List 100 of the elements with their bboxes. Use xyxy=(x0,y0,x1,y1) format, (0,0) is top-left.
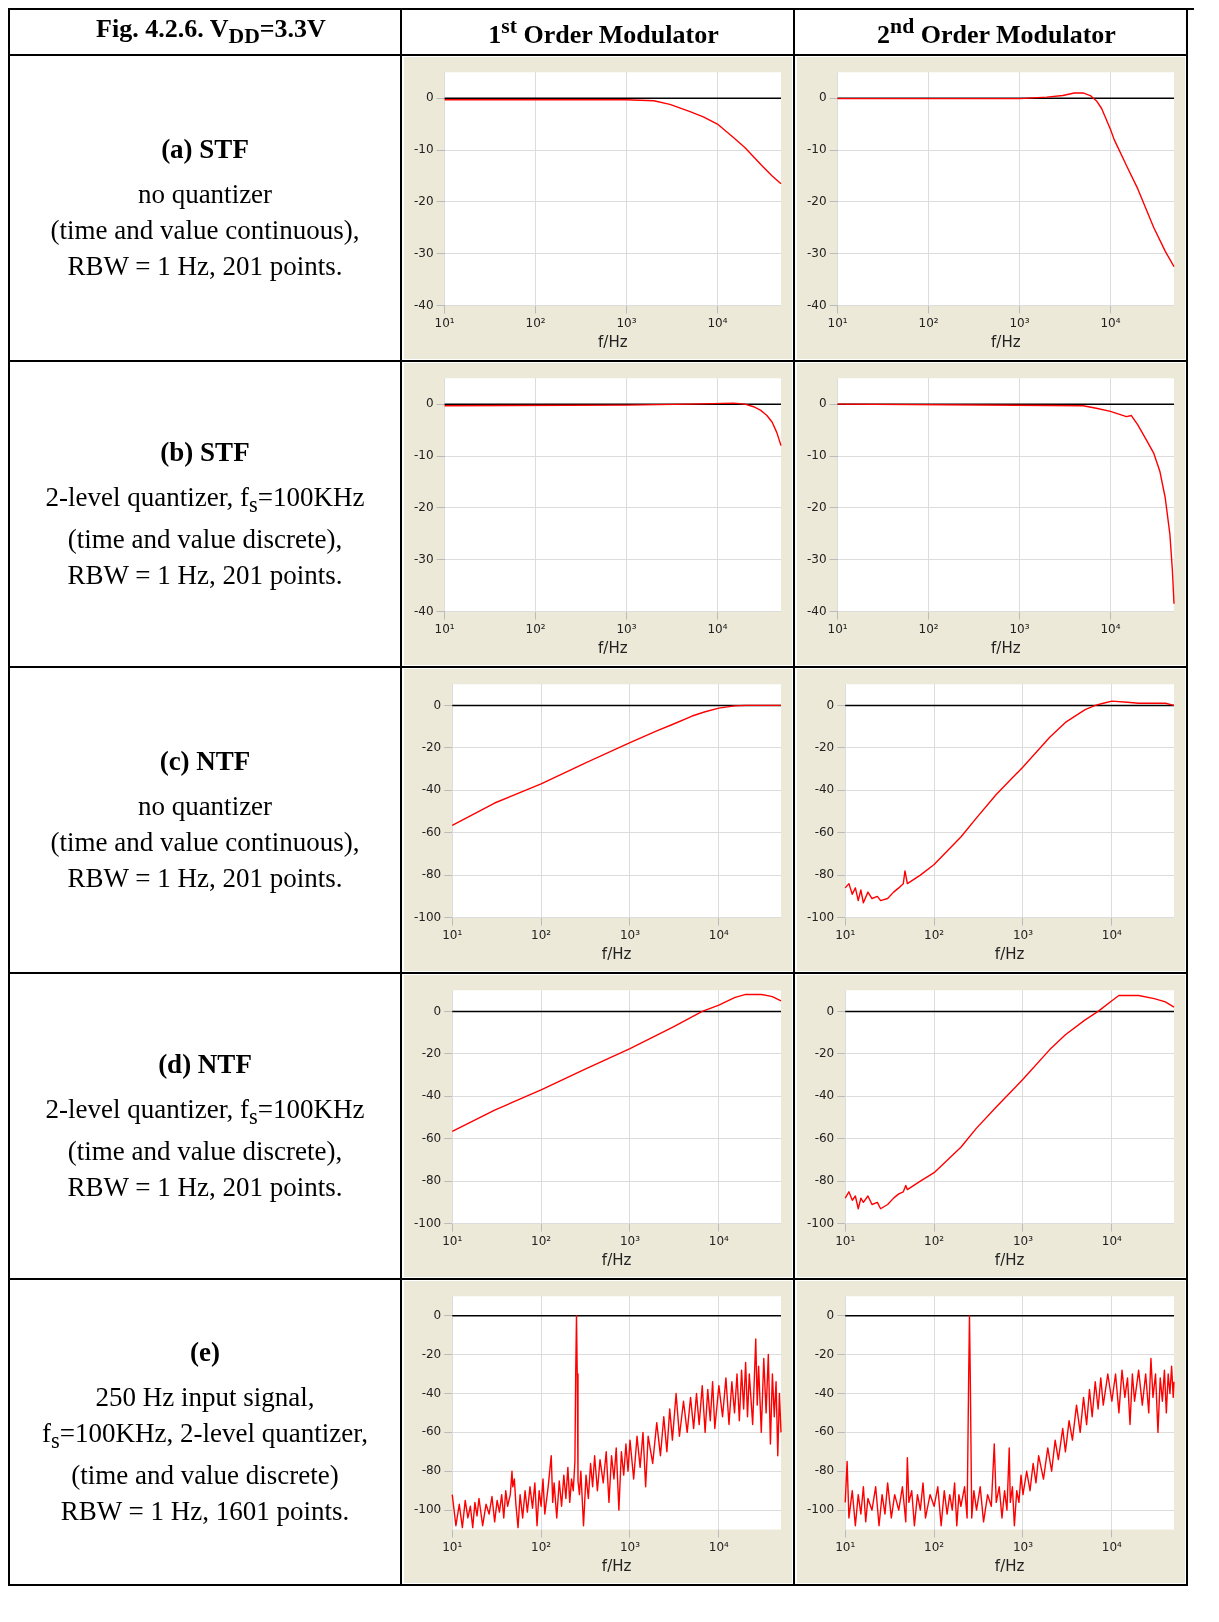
x-tick-label: 10⁴ xyxy=(1101,1233,1122,1248)
x-axis-title: f/Hz xyxy=(994,944,1024,963)
y-tick-label: -30 xyxy=(806,551,827,566)
text: 250 Hz input signal, xyxy=(95,1380,315,1414)
x-tick-label: 10² xyxy=(525,621,546,636)
x-tick-label: 10⁴ xyxy=(708,1539,729,1554)
x-axis-title: f/Hz xyxy=(994,1556,1024,1575)
text: RBW = 1 Hz, 201 points. xyxy=(67,862,343,896)
x-tick-label: 10⁴ xyxy=(706,315,728,330)
y-tick-label: -40 xyxy=(814,1385,834,1400)
x-tick-label: 10² xyxy=(918,315,939,330)
x-tick-label: 10³ xyxy=(1012,1539,1033,1554)
y-tick-label: 0 xyxy=(818,90,827,105)
x-tick-label: 10² xyxy=(530,1233,551,1248)
y-tick-label: -20 xyxy=(814,1045,834,1060)
x-axis-title: f/Hz xyxy=(597,332,628,351)
x-tick-label: 10² xyxy=(923,1539,944,1554)
x-tick-label: 10⁴ xyxy=(1101,927,1122,942)
y-tick-label: -30 xyxy=(413,245,434,260)
x-tick-label: 10⁴ xyxy=(706,621,728,636)
y-tick-label: -60 xyxy=(421,1130,441,1145)
x-tick-label: 10³ xyxy=(615,315,637,330)
text: RBW = 1 Hz, 201 points. xyxy=(67,1171,343,1205)
text: 2$^{nd}$ Order Modulator xyxy=(876,13,1117,50)
x-tick-label: 10¹ xyxy=(441,1233,462,1248)
x-tick-label: 10¹ xyxy=(827,621,848,636)
y-tick-label: -80 xyxy=(814,867,834,882)
y-tick-label: -60 xyxy=(814,824,834,839)
y-tick-label: -40 xyxy=(814,782,834,797)
y-tick-label: 0 xyxy=(826,1307,834,1322)
text: RBW = 1 Hz, 201 points. xyxy=(67,250,343,284)
x-tick-label: 10⁴ xyxy=(1099,621,1121,636)
x-tick-label: 10³ xyxy=(1012,927,1033,942)
y-tick-label: 0 xyxy=(826,697,834,712)
y-tick-label: -80 xyxy=(814,1173,834,1188)
x-tick-label: 10² xyxy=(530,1539,551,1554)
x-axis-title: f/Hz xyxy=(597,638,628,657)
x-tick-label: 10² xyxy=(923,927,944,942)
y-tick-label: 0 xyxy=(433,1003,441,1018)
x-tick-label: 10³ xyxy=(1008,315,1030,330)
y-tick-label: -40 xyxy=(421,1385,441,1400)
x-axis-title: f/Hz xyxy=(601,1556,631,1575)
x-tick-label: 10³ xyxy=(1012,1233,1033,1248)
text: no quantizer xyxy=(137,177,273,211)
y-tick-label: -100 xyxy=(806,1502,834,1517)
text: (time and value discrete) xyxy=(71,1458,339,1492)
y-tick-label: -80 xyxy=(421,1173,441,1188)
y-tick-label: -20 xyxy=(814,739,834,754)
y-tick-label: -100 xyxy=(413,1502,441,1517)
text: (e) xyxy=(190,1336,220,1370)
y-tick-label: -10 xyxy=(413,448,434,463)
y-tick-label: -20 xyxy=(413,499,434,514)
x-tick-label: 10⁴ xyxy=(708,927,729,942)
y-tick-label: -100 xyxy=(413,909,441,924)
y-tick-label: -30 xyxy=(806,245,827,260)
x-tick-label: 10³ xyxy=(619,1233,640,1248)
x-tick-label: 10¹ xyxy=(834,1233,855,1248)
y-tick-label: -80 xyxy=(421,867,441,882)
text: (time and value discrete), xyxy=(67,1134,343,1168)
y-tick-label: -30 xyxy=(413,551,434,566)
y-tick-label: -20 xyxy=(806,193,827,208)
text: RBW = 1 Hz, 201 points. xyxy=(67,559,343,593)
x-tick-label: 10² xyxy=(530,927,551,942)
y-tick-label: -40 xyxy=(413,603,434,618)
x-axis-title: f/Hz xyxy=(994,1250,1024,1269)
x-tick-label: 10⁴ xyxy=(1101,1539,1122,1554)
x-axis-title: f/Hz xyxy=(990,638,1021,657)
text: Fig. 4.2.6. V$_{DD}$=3.3V xyxy=(95,13,327,49)
x-tick-label: 10³ xyxy=(619,1539,640,1554)
y-tick-label: -20 xyxy=(421,739,441,754)
x-tick-label: 10³ xyxy=(619,927,640,942)
y-tick-label: 0 xyxy=(425,396,434,411)
y-tick-label: -20 xyxy=(806,499,827,514)
text: (a) STF xyxy=(161,133,249,167)
y-tick-label: 0 xyxy=(433,1307,441,1322)
x-tick-label: 10⁴ xyxy=(708,1233,729,1248)
y-tick-label: -40 xyxy=(806,297,827,312)
text: no quantizer xyxy=(137,789,273,823)
y-tick-label: -80 xyxy=(421,1463,441,1478)
x-tick-label: 10¹ xyxy=(441,1539,462,1554)
text: (time and value continuous), xyxy=(50,826,360,859)
y-tick-label: -40 xyxy=(413,297,434,312)
y-tick-label: -60 xyxy=(814,1424,834,1439)
y-tick-label: -20 xyxy=(421,1346,441,1361)
y-tick-label: -20 xyxy=(413,193,434,208)
x-tick-label: 10¹ xyxy=(827,315,848,330)
text: (b) STF xyxy=(160,436,250,470)
x-tick-label: 10⁴ xyxy=(1099,315,1121,330)
text: 2-level quantizer, f$_{s}$=100KHz xyxy=(45,480,365,520)
y-tick-label: -40 xyxy=(806,603,827,618)
text: (time and value discrete), xyxy=(67,522,343,556)
x-tick-label: 10² xyxy=(918,621,939,636)
text: f$_{s}$=100KHz, 2-level quantizer, xyxy=(42,1417,368,1456)
x-tick-label: 10¹ xyxy=(434,315,455,330)
y-tick-label: -10 xyxy=(413,142,434,157)
x-tick-label: 10³ xyxy=(1008,621,1030,636)
y-tick-label: -20 xyxy=(814,1346,834,1361)
y-tick-label: -100 xyxy=(806,1215,834,1230)
x-tick-label: 10³ xyxy=(615,621,637,636)
text: 1$^{st}$ Order Modulator xyxy=(487,13,720,50)
